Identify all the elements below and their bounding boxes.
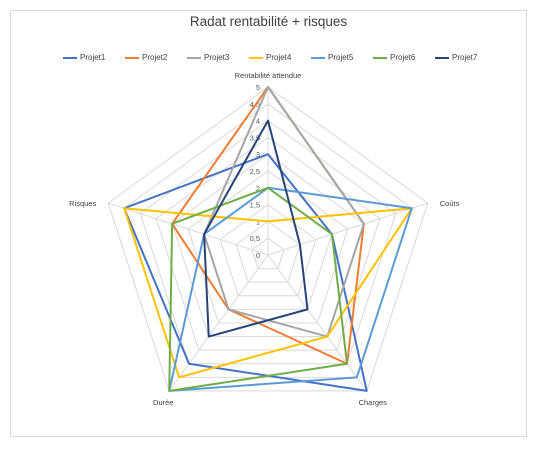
legend-label-projet7: Projet7 (452, 53, 478, 62)
chart-title: Radat rentabilité + risques (189, 14, 348, 29)
axis-label: Rentabilité attendue (235, 71, 302, 80)
grid-spoke (267, 202, 428, 256)
series-line-projet1 (123, 153, 368, 392)
series-line-projet4 (123, 207, 413, 379)
legend-label-projet1: Projet1 (80, 53, 106, 62)
grid-ring (187, 170, 349, 324)
legend-swatch-projet4 (249, 57, 263, 59)
axis-label: Durée (153, 398, 173, 407)
series-line-projet5 (168, 186, 413, 392)
tick-label: 3,5 (250, 133, 260, 142)
radar-grid (107, 86, 429, 392)
legend-swatch-projet6 (373, 57, 387, 59)
tick-label: 0,5 (250, 234, 260, 243)
legend-label-projet5: Projet5 (328, 53, 354, 62)
grid-ring (251, 237, 285, 270)
axis-label: Risques (69, 199, 96, 208)
grid-ring (107, 86, 429, 392)
legend-label-projet4: Projet4 (266, 53, 292, 62)
series-line-projet7 (203, 119, 309, 338)
grid-spoke (168, 254, 269, 392)
legend: Projet1 Projet2 Projet3 Projet4 Projet5 … (0, 52, 537, 64)
grid-ring (123, 103, 413, 378)
grid-ring (235, 220, 301, 283)
tick-label: 1 (256, 217, 260, 226)
tick-label: 2,5 (250, 167, 260, 176)
axis-label: Coûts (440, 199, 460, 208)
axis-label: Charges (359, 398, 388, 407)
legend-swatch-projet5 (311, 57, 325, 59)
grid-ring (139, 119, 397, 365)
legend-label-projet2: Projet2 (142, 53, 168, 62)
grid-spoke (267, 254, 368, 392)
tick-label: 0 (256, 251, 260, 260)
tick-label: 2 (256, 184, 260, 193)
tick-label: 1,5 (250, 201, 260, 210)
series-line-projet6 (168, 186, 348, 392)
tick-label: 5 (256, 83, 260, 92)
grid-spoke (108, 202, 269, 256)
tick-label: 3 (256, 150, 260, 159)
tick-label: 4 (256, 117, 260, 126)
series-line-projet3 (203, 86, 365, 338)
legend-swatch-projet2 (125, 57, 139, 59)
legend-label-projet6: Projet6 (390, 53, 416, 62)
legend-swatch-projet7 (435, 57, 449, 59)
legend-swatch-projet1 (63, 57, 77, 59)
legend-swatch-projet3 (187, 57, 201, 59)
legend-label-projet3: Projet3 (204, 53, 230, 62)
grid-ring (171, 153, 365, 338)
grid-ring (219, 203, 317, 297)
grid-ring (155, 136, 381, 351)
